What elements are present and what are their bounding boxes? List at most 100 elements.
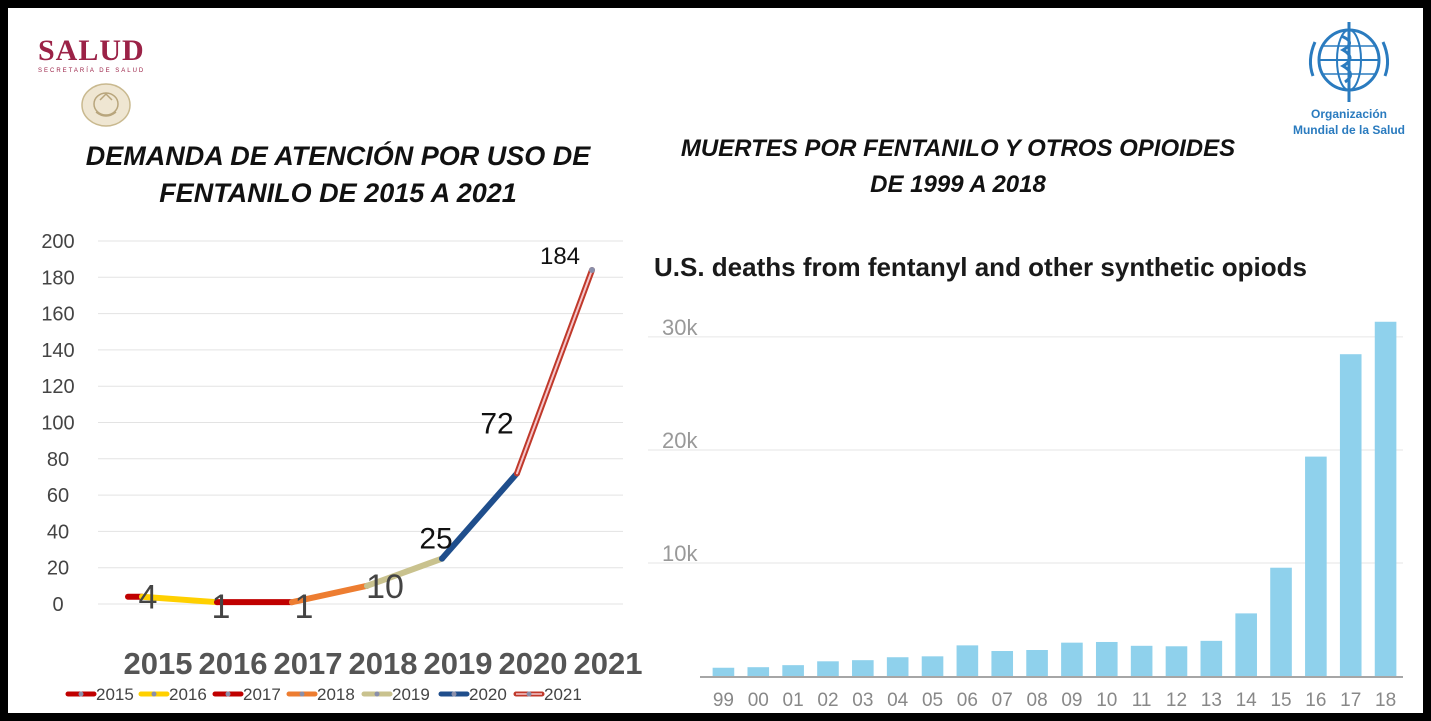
legend-marker [451, 691, 457, 697]
x-tick-label: 2020 [499, 646, 568, 681]
y-tick-label: 30k [662, 315, 698, 340]
x-tick-label: 07 [992, 690, 1013, 711]
bar [1339, 354, 1362, 676]
legend-label: 2015 [96, 685, 134, 704]
x-tick-label: 2019 [424, 646, 493, 681]
x-tick-label: 16 [1305, 690, 1326, 711]
right-chart-title: MUERTES POR FENTANILO Y OTROS OPIOIDES D… [638, 131, 1278, 203]
who-name-line2: Mundial de la Salud [1292, 123, 1405, 137]
x-tick-label: 09 [1061, 690, 1082, 711]
x-tick-label: 10 [1096, 690, 1117, 711]
legend-label: 2020 [469, 685, 507, 704]
bar [782, 665, 804, 676]
y-tick-label: 120 [41, 376, 74, 398]
bar-chart: 10k 20k 30k 99 00 01 02 03 04 05 06 07 08 09 10 11 12 13 1… [648, 315, 1403, 711]
x-tick-label: 02 [817, 690, 838, 711]
legend-label: 2017 [243, 685, 281, 704]
y-tick-label: 80 [47, 449, 69, 471]
who-emblem-icon [1308, 22, 1390, 102]
x-tick-label: 15 [1270, 690, 1291, 711]
bar [921, 656, 944, 676]
legend-marker [374, 691, 380, 697]
bar [1130, 645, 1153, 676]
slide: SALUD SECRETARÍA DE SALUD Organización M… [8, 8, 1423, 713]
who-logo: Organización Mundial de la Salud [1278, 16, 1420, 146]
line-chart: 0 20 40 60 80 100 120 140 160 180 200 4 1 1 10 25 72 184 2… [41, 233, 643, 704]
y-tick-label: 10k [662, 541, 698, 566]
x-tick-label: 05 [922, 690, 943, 711]
bar [886, 657, 909, 676]
data-label: 1 [295, 588, 314, 626]
x-tick-label: 14 [1236, 690, 1258, 711]
right-chart-title-line1: MUERTES POR FENTANILO Y OTROS OPIOIDES [680, 135, 1236, 162]
left-chart-title-line1: DEMANDA DE ATENCIÓN POR USO DE [85, 141, 591, 171]
legend-label: 2021 [544, 685, 582, 704]
left-chart-title: DEMANDA DE ATENCIÓN POR USO DE FENTANILO… [48, 138, 628, 212]
x-tick-label: 06 [957, 690, 978, 711]
x-tick-label: 04 [887, 690, 909, 711]
right-chart-subtitle: U.S. deaths from fentanyl and other synt… [654, 252, 1307, 282]
x-tick-label: 17 [1340, 690, 1361, 711]
x-tick-label: 2018 [349, 646, 418, 681]
line-segment-2018 [289, 582, 370, 606]
x-tick-label: 08 [1027, 690, 1048, 711]
who-name-line1: Organización [1310, 107, 1387, 121]
y-tick-label: 200 [41, 233, 74, 253]
y-tick-label: 20k [662, 428, 698, 453]
data-label: 184 [540, 243, 580, 270]
y-tick-label: 180 [41, 267, 74, 289]
x-tick-label: 99 [713, 690, 734, 711]
bar [852, 660, 874, 676]
left-chart-title-line2: FENTANILO DE 2015 A 2021 [159, 178, 517, 208]
x-tick-label: 12 [1166, 690, 1187, 711]
x-tick-label: 2016 [199, 646, 268, 681]
x-tick-label: 03 [852, 690, 873, 711]
data-label: 4 [139, 579, 158, 617]
y-tick-label: 160 [41, 304, 74, 326]
y-tick-label: 0 [52, 594, 63, 616]
y-tick-label: 100 [41, 413, 74, 435]
bar [1026, 650, 1048, 676]
x-tick-label: 18 [1375, 690, 1396, 711]
salud-logo: SALUD SECRETARÍA DE SALUD [38, 34, 146, 75]
bar [1270, 567, 1292, 676]
data-label: 25 [419, 523, 452, 556]
legend-marker [151, 691, 157, 697]
line-segment-2016 [139, 593, 220, 606]
legend-marker [299, 691, 305, 697]
right-chart-title-line2: DE 1999 A 2018 [870, 171, 1046, 198]
bar [1095, 641, 1118, 676]
bar [991, 651, 1014, 676]
x-tick-label: 2015 [124, 646, 193, 681]
legend-label: 2018 [317, 685, 355, 704]
bar [1305, 456, 1327, 676]
data-label: 10 [366, 568, 404, 606]
legend-marker [78, 691, 84, 697]
x-tick-label: 00 [748, 690, 769, 711]
line-segment-2019 [364, 555, 445, 589]
legend-label: 2019 [392, 685, 430, 704]
salud-logo-word: SALUD [38, 34, 145, 67]
bar [1061, 642, 1083, 676]
salud-logo-subtitle: SECRETARÍA DE SALUD [38, 68, 146, 74]
x-tick-label: 2021 [574, 646, 643, 681]
bar [1165, 646, 1188, 676]
data-label: 1 [212, 588, 231, 626]
x-tick-label: 11 [1132, 690, 1152, 711]
legend-marker [526, 691, 532, 697]
y-tick-label: 20 [47, 558, 69, 580]
coat-of-arms-icon [81, 83, 131, 127]
line-segment-2020 [439, 470, 520, 562]
bar [712, 667, 735, 676]
x-tick-label: 13 [1201, 690, 1222, 711]
bar [1235, 613, 1257, 676]
who-name: Organización Mundial de la Salud [1278, 106, 1420, 138]
bar [1200, 640, 1223, 676]
bar [956, 645, 979, 676]
data-point [589, 267, 595, 274]
line-segment-2021-inner [516, 269, 593, 475]
legend-marker [225, 691, 231, 697]
bar [747, 667, 770, 676]
x-tick-label: 01 [783, 690, 804, 711]
y-tick-label: 140 [41, 340, 74, 362]
